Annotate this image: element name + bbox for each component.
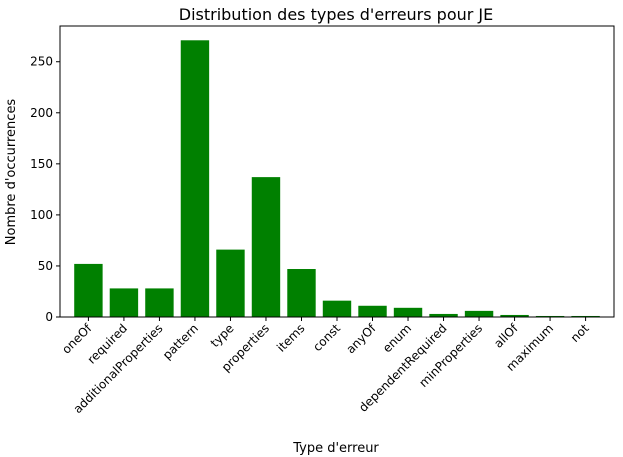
y-tick-label: 200 [30, 106, 53, 120]
bar [535, 315, 565, 317]
y-tick-label: 0 [45, 310, 53, 324]
y-tick-label: 250 [30, 55, 53, 69]
x-tick-label: anyOf [343, 321, 379, 357]
bar [109, 288, 139, 317]
x-tick-label: enum [380, 321, 414, 355]
y-tick-label: 50 [38, 259, 53, 273]
bar [180, 40, 210, 317]
bar [322, 300, 352, 317]
bar [145, 288, 174, 317]
y-axis-label: Nombre d'occurrences [4, 99, 19, 246]
bar [287, 269, 316, 317]
bar [251, 177, 281, 317]
chart-title: Distribution des types d'erreurs pour JE [179, 5, 494, 24]
bar [429, 313, 458, 317]
x-tick-label: allOf [491, 321, 521, 351]
bar [393, 307, 423, 317]
y-tick-label: 100 [30, 208, 53, 222]
bar [216, 249, 245, 317]
bar [500, 314, 529, 317]
x-tick-label: items [274, 321, 307, 354]
x-tick-label: const [310, 321, 343, 354]
y-tick-label: 150 [30, 157, 53, 171]
x-tick-label: minProperties [416, 321, 485, 390]
x-tick-label: pattern [160, 321, 201, 362]
bar [571, 315, 600, 317]
bar [74, 263, 103, 317]
x-tick-label: not [568, 321, 592, 345]
plot-frame [59, 25, 615, 318]
plot-area: 050100150200250oneOfrequiredadditionalPr… [30, 25, 615, 416]
x-tick-label: type [208, 321, 237, 350]
x-axis-label: Type d'erreur [292, 441, 379, 456]
bar [464, 310, 494, 317]
bar [358, 305, 387, 317]
